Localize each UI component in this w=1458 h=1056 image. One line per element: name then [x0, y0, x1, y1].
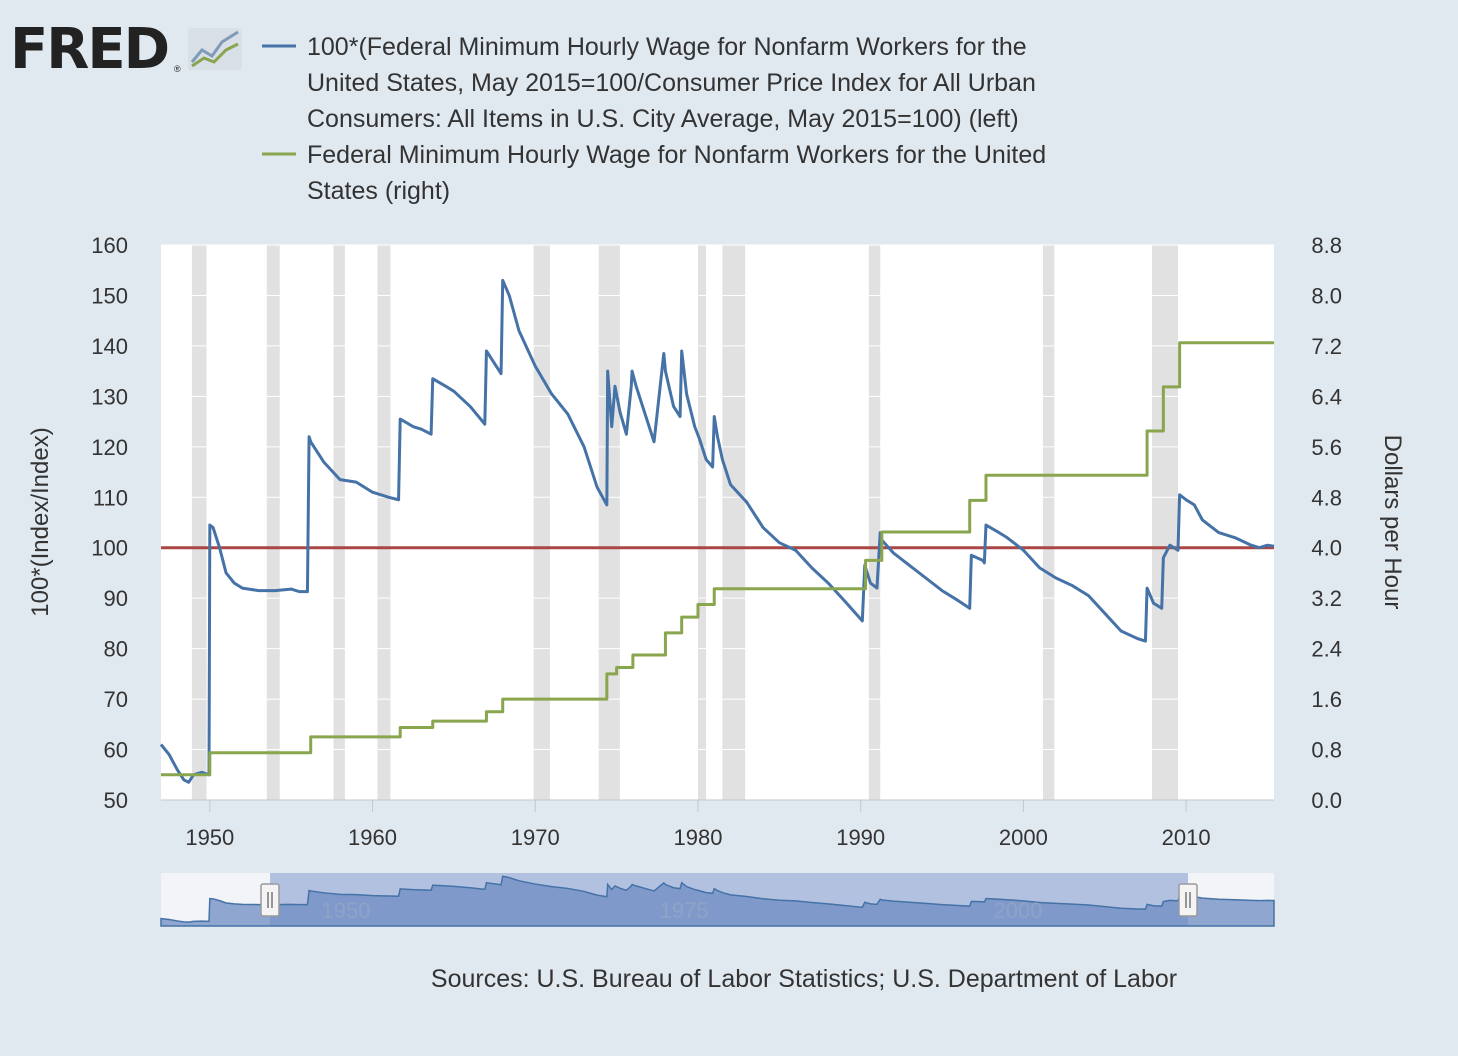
- x-tick-label: 1980: [673, 825, 722, 850]
- fred-logo-text: FRED: [10, 17, 168, 82]
- legend-item-real-min-wage[interactable]: 100*(Federal Minimum Hourly Wage for Non…: [262, 33, 1036, 133]
- fred-logo[interactable]: FRED ®: [10, 17, 242, 82]
- y-axis-right-label: Dollars per Hour: [1379, 435, 1406, 610]
- navigator-right-handle[interactable]: [1178, 883, 1198, 917]
- y-right-tick-label: 6.4: [1311, 384, 1342, 409]
- navigator-label: 1950: [322, 898, 371, 923]
- recession-band: [191, 245, 207, 800]
- recession-band: [598, 245, 620, 800]
- registered-mark: ®: [174, 64, 181, 74]
- y-axis-right-ticks: 0.0 0.8 1.6 2.4 3.2 4.0 4.8 5.6 6.4 7.2 8.0 8.8: [1311, 233, 1342, 813]
- y-right-tick-label: 8.0: [1311, 283, 1342, 308]
- y-left-tick-label: 80: [104, 637, 128, 662]
- legend-line: States (right): [307, 177, 450, 205]
- y-right-tick-label: 3.2: [1311, 586, 1342, 611]
- x-tick-label: 1960: [348, 825, 397, 850]
- recession-band: [868, 245, 881, 800]
- x-axis-ticks: 1950 1960 1970 1980 1990 2000 2010: [185, 800, 1211, 850]
- legend-line: Consumers: All Items in U.S. City Averag…: [307, 105, 1019, 133]
- x-tick-label: 1970: [511, 825, 560, 850]
- y-axis-left-ticks: 50 60 70 80 90 100 110 120 130 140 150 160: [91, 233, 128, 813]
- plot-area: [161, 245, 1274, 800]
- x-tick-label: 2010: [1162, 825, 1211, 850]
- y-left-tick-label: 100: [91, 536, 128, 561]
- recession-band: [333, 245, 345, 800]
- y-right-tick-label: 0.8: [1311, 738, 1342, 763]
- x-tick-label: 2000: [999, 825, 1048, 850]
- legend-item-nominal-min-wage[interactable]: Federal Minimum Hourly Wage for Nonfarm …: [262, 141, 1046, 205]
- y-left-tick-label: 110: [93, 485, 128, 510]
- series-lines: [159, 278, 1275, 784]
- y-left-tick-label: 50: [104, 788, 128, 813]
- y-right-tick-label: 1.6: [1311, 687, 1342, 712]
- y-right-tick-label: 5.6: [1311, 435, 1342, 460]
- y-right-tick-label: 4.8: [1311, 485, 1342, 510]
- recession-band: [697, 245, 707, 800]
- y-left-tick-label: 160: [91, 233, 128, 258]
- x-tick-label: 1950: [185, 825, 234, 850]
- y-left-tick-label: 120: [91, 435, 128, 460]
- legend-line: Federal Minimum Hourly Wage for Nonfarm …: [307, 141, 1046, 169]
- y-right-tick-label: 7.2: [1311, 334, 1342, 359]
- y-left-tick-label: 140: [91, 334, 128, 359]
- navigator-label: 2000: [994, 898, 1043, 923]
- recession-band: [722, 245, 746, 800]
- recession-band: [1042, 245, 1055, 800]
- recession-band: [533, 245, 550, 800]
- y-left-tick-label: 130: [91, 384, 128, 409]
- recession-band: [266, 245, 280, 800]
- navigator-area: [160, 875, 1275, 927]
- navigator-left-handle[interactable]: [260, 883, 280, 917]
- series-line-nominal-wage: [161, 341, 1274, 777]
- y-left-tick-label: 150: [91, 283, 128, 308]
- navigator-label: 1975: [660, 898, 709, 923]
- fred-logo-graph-icon: [188, 28, 242, 70]
- source-note: Sources: U.S. Bureau of Labor Statistics…: [431, 965, 1177, 993]
- legend: 100*(Federal Minimum Hourly Wage for Non…: [262, 33, 1046, 205]
- recession-band: [1151, 245, 1178, 800]
- legend-line: United States, May 2015=100/Consumer Pri…: [307, 69, 1036, 97]
- y-axis-left-label: 100*(Index/Index): [27, 427, 54, 616]
- y-right-tick-label: 0.0: [1311, 788, 1342, 813]
- x-tick-label: 1990: [836, 825, 885, 850]
- recession-bands: [191, 245, 1178, 800]
- navigator-series: [160, 875, 1275, 927]
- legend-line: 100*(Federal Minimum Hourly Wage for Non…: [307, 33, 1027, 61]
- y-left-tick-label: 70: [104, 687, 128, 712]
- y-right-tick-label: 2.4: [1311, 637, 1342, 662]
- recession-band: [377, 245, 391, 800]
- y-right-tick-label: 4.0: [1311, 536, 1342, 561]
- y-right-tick-label: 8.8: [1311, 233, 1342, 258]
- range-navigator[interactable]: 1950 1975 2000: [160, 873, 1275, 927]
- series-line-real-wage: [159, 278, 1275, 784]
- y-left-tick-label: 90: [104, 586, 128, 611]
- y-left-tick-label: 60: [104, 738, 128, 763]
